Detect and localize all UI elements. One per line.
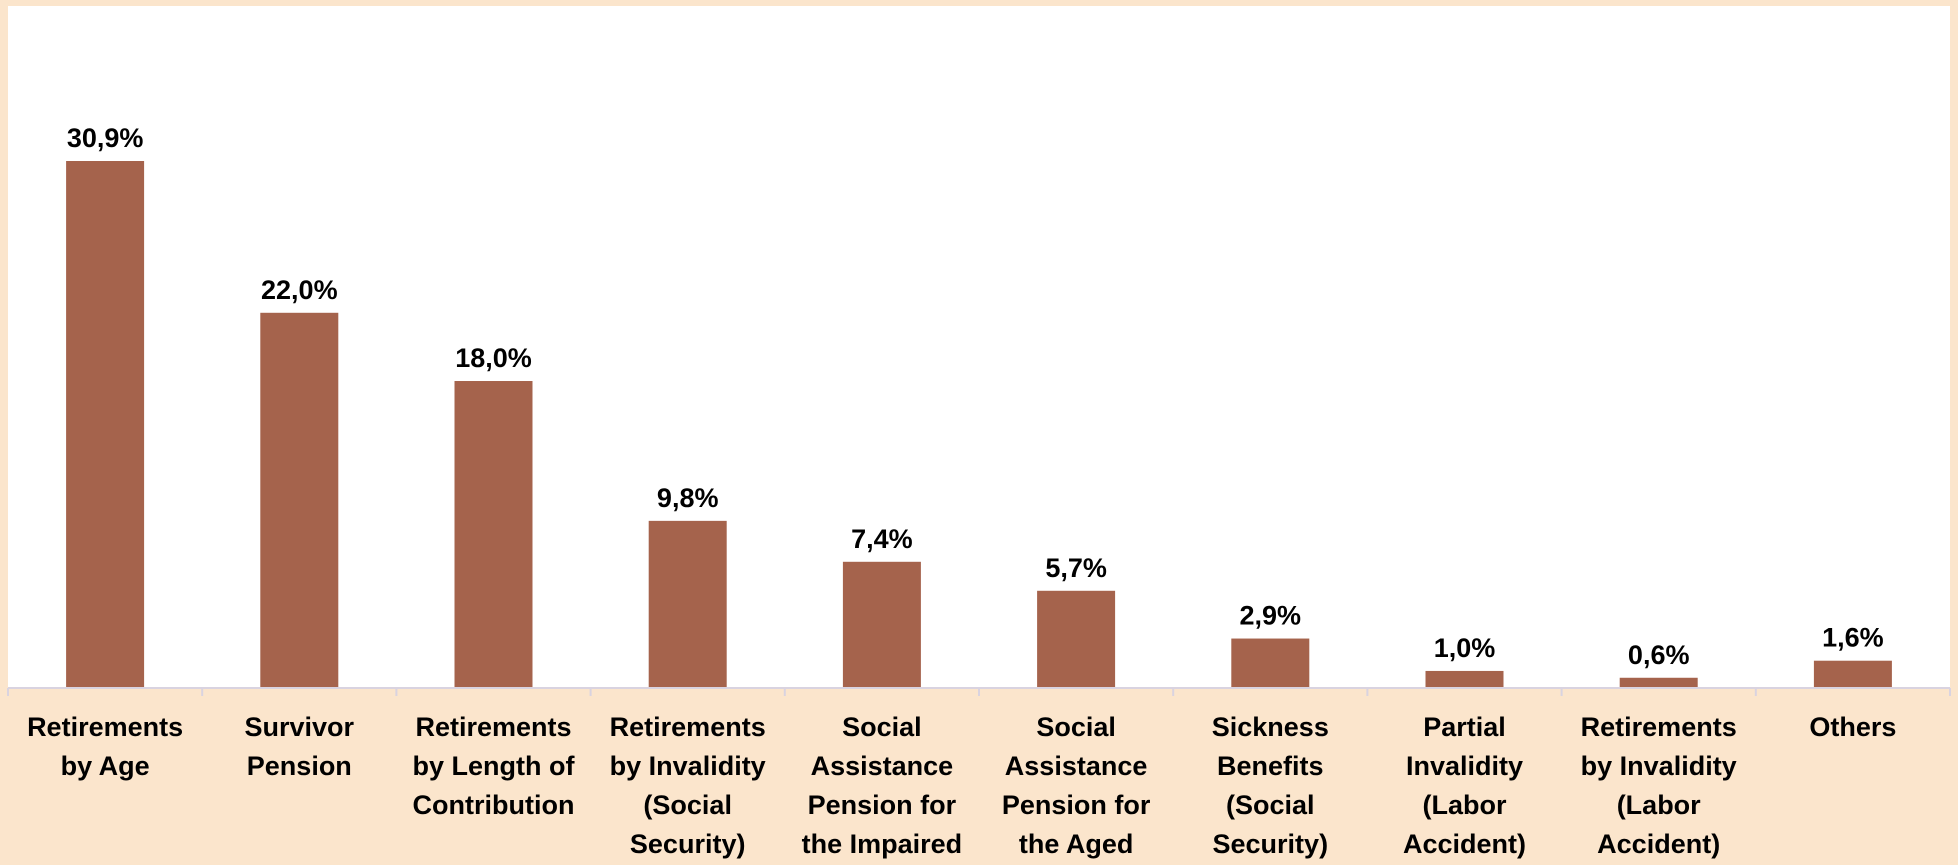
category-label-line: Assistance [1004,751,1148,781]
bar [1813,660,1892,688]
category-label-line: Pension for [807,790,957,820]
category-label: Sickness Benefits (Social Security) [1175,708,1365,864]
category-label-line: Pension [246,751,352,781]
bar [454,381,533,688]
bar [842,561,921,688]
category-label: Retirements by Invalidity (Labor Accident) [1564,708,1754,864]
category-label-line: Benefits [1217,751,1324,781]
category-label: Social Assistance Pension for the Aged [981,708,1171,864]
data-label: 22,0% [261,275,338,305]
category-label-line: Social [842,712,922,742]
category-label-line: Others [1809,712,1897,742]
category-label: Survivor Pension [204,708,394,786]
category-label-line: Security) [629,829,746,859]
category-label-line: by Length of [412,751,575,781]
data-labels: 30,9% 22,0% 18,0% 9,8% 7,4% 5,7% 2,9% 1,0% 0,6% 1… [67,123,1884,670]
category-label-line: Retirements [1580,712,1737,742]
bar [648,520,727,688]
category-label-line: the Aged [1018,829,1134,859]
category-label-line: Retirements [415,712,572,742]
category-label-line: Accident) [1402,829,1527,859]
category-label-line: Survivor [244,712,355,742]
x-axis-ticks [7,688,1951,696]
data-label: 30,9% [67,123,144,153]
category-label: Retirements by Length of Contribution [399,708,589,825]
data-label: 18,0% [455,343,532,373]
data-label: 9,8% [657,483,719,513]
category-label-line: Invalidity [1405,751,1524,781]
category-label-line: Contribution [412,790,575,820]
data-label: 7,4% [851,524,913,554]
category-label-line: by Age [60,751,150,781]
bar [260,312,339,688]
category-label-line: Sickness [1211,712,1329,742]
data-label: 5,7% [1045,553,1107,583]
category-label-line: (Labor [1422,790,1507,820]
category-label: Social Assistance Pension for the Impaired [787,708,977,864]
category-label-line: Assistance [810,751,954,781]
bar [1037,590,1116,688]
category-label-line: Security) [1212,829,1329,859]
data-label: 1,6% [1822,623,1884,653]
category-label-line: (Labor [1616,790,1701,820]
data-label: 1,0% [1434,633,1496,663]
category-label-line: by Invalidity [1580,751,1737,781]
category-label-line: Social [1036,712,1116,742]
category-label-line: Retirements [609,712,766,742]
category-label: Retirements by Age [10,708,200,786]
category-label-line: Accident) [1597,829,1721,859]
bar [1231,638,1310,688]
category-label-line: Pension for [1001,790,1151,820]
category-label-line: by Invalidity [609,751,766,781]
category-label: Retirements by Invalidity (Social Security) [593,708,783,864]
category-label-line: Retirements [27,712,184,742]
bar [66,161,145,688]
bars [66,161,1892,688]
category-label-line: (Social [643,790,732,820]
category-label: Others [1758,708,1948,747]
category-label: Partial Invalidity (Labor Accident) [1370,708,1560,864]
bar [1619,677,1698,688]
category-label-line: the Impaired [801,829,963,859]
bar [1425,670,1504,688]
category-label-line: Partial [1423,712,1506,742]
category-label-line: (Social [1226,790,1315,820]
data-label: 2,9% [1240,601,1302,631]
data-label: 0,6% [1628,640,1690,670]
